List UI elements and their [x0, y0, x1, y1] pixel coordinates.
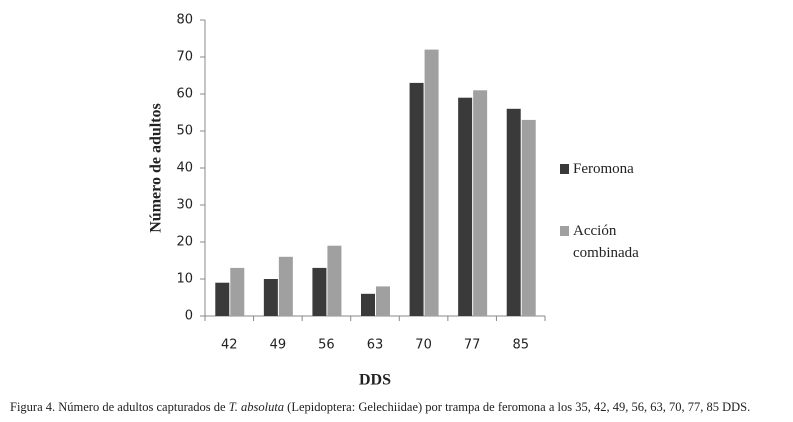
legend: Feromona Acción combinada: [560, 158, 650, 304]
y-tick-label: 40: [176, 161, 193, 176]
x-tick-label: 70: [415, 338, 432, 353]
caption-text: Figura 4. Número de adultos capturados d…: [10, 400, 229, 414]
bar: [230, 267, 245, 316]
y-tick-label: 80: [176, 13, 193, 28]
x-tick-label: 85: [512, 338, 529, 353]
x-tick-label: 77: [464, 338, 481, 353]
bar: [312, 267, 327, 316]
bar: [506, 108, 521, 316]
bar: [376, 286, 390, 316]
chart: DDS Número de adultos 0 10 20 30 40 50 60 70 80 4…: [148, 13, 546, 389]
bar: [327, 245, 342, 316]
caption: Figura 4. Número de adultos capturados d…: [10, 400, 750, 415]
y-tick-label: 50: [176, 124, 193, 139]
bar: [278, 256, 293, 316]
x-tick-label: 42: [221, 338, 238, 353]
legend-label: Acción combinada: [573, 223, 639, 261]
legend-swatch: [560, 226, 569, 236]
bar: [263, 279, 278, 316]
bar: [424, 49, 439, 316]
bar: [361, 293, 375, 316]
y-tick-label: 70: [176, 50, 193, 65]
caption-text: (Lepidoptera: Gelechiidae) por trampa de…: [284, 400, 751, 414]
x-tick-label: 56: [318, 338, 335, 353]
x-tick-label: 63: [367, 338, 384, 353]
legend-label: Feromona: [573, 161, 634, 177]
bar: [521, 119, 536, 317]
legend-item: Acción combinada: [560, 220, 650, 264]
y-axis-title: Número de adultos: [148, 103, 165, 233]
y-tick-label: 20: [176, 235, 193, 250]
y-tick-label: 60: [176, 87, 193, 102]
legend-item: Feromona: [560, 158, 650, 180]
bar: [458, 97, 473, 316]
bar: [215, 282, 230, 316]
y-tick-label: 10: [176, 272, 193, 287]
x-axis-title: DDS: [359, 372, 391, 389]
bar: [473, 90, 488, 316]
legend-swatch: [560, 164, 569, 174]
y-tick-label: 30: [176, 198, 193, 213]
bar: [409, 82, 424, 317]
x-tick-label: 49: [270, 338, 287, 353]
caption-species: T. absoluta: [228, 400, 285, 414]
y-tick-label: 0: [185, 309, 193, 324]
